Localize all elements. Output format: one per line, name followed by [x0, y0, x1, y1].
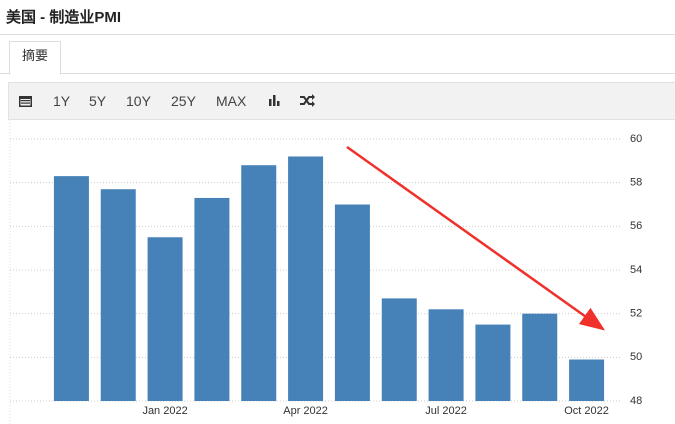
range-button[interactable]: 25Y — [171, 93, 196, 109]
x-tick-label: Apr 2022 — [283, 405, 328, 417]
bar — [194, 197, 230, 401]
range-button[interactable]: MAX — [216, 93, 247, 109]
bar — [288, 156, 324, 401]
shuffle-icon[interactable] — [300, 94, 315, 107]
bar — [147, 237, 183, 401]
bar — [334, 204, 370, 401]
tab-bar: 摘要 — [0, 35, 675, 75]
bar — [522, 313, 558, 401]
calendar-icon[interactable] — [19, 94, 32, 107]
bar — [381, 298, 417, 401]
bar — [475, 324, 511, 401]
range-button[interactable]: 1Y — [53, 93, 71, 109]
y-tick-label: 60 — [630, 133, 642, 145]
bar — [100, 189, 136, 401]
y-tick-label: 54 — [630, 264, 642, 276]
header: 美国 - 制造业PMI — [0, 0, 675, 35]
toolbar: 1Y 5Y 10Y 25Y MAX — [8, 82, 675, 120]
page-title: 美国 - 制造业PMI — [6, 9, 121, 26]
annotation-arrow — [346, 145, 606, 331]
range-button[interactable]: 10Y — [126, 93, 151, 109]
plot: 48 50 52 54 56 58 60 Jan 2022 Apr 2022 Jul 2022 Oc… — [10, 133, 642, 417]
y-tick-label: 58 — [630, 177, 642, 189]
bar — [241, 165, 277, 401]
x-tick-label: Jan 2022 — [142, 405, 187, 417]
range-button[interactable]: 5Y — [89, 93, 107, 109]
y-tick-label: 56 — [630, 220, 642, 232]
chart: 48 50 52 54 56 58 60 Jan 2022 Apr 2022 Jul 2022 Oc… — [9, 120, 642, 424]
y-tick-label: 52 — [630, 308, 642, 320]
bar — [569, 359, 605, 401]
x-tick-label: Jul 2022 — [425, 405, 467, 417]
bar — [53, 176, 89, 401]
tab[interactable]: 摘要 — [9, 41, 62, 75]
bar-chart-icon[interactable] — [268, 94, 281, 107]
x-tick-label: Oct 2022 — [564, 405, 609, 417]
y-tick-label: 50 — [630, 351, 642, 363]
y-tick-label: 48 — [630, 395, 642, 407]
bar — [428, 309, 464, 401]
